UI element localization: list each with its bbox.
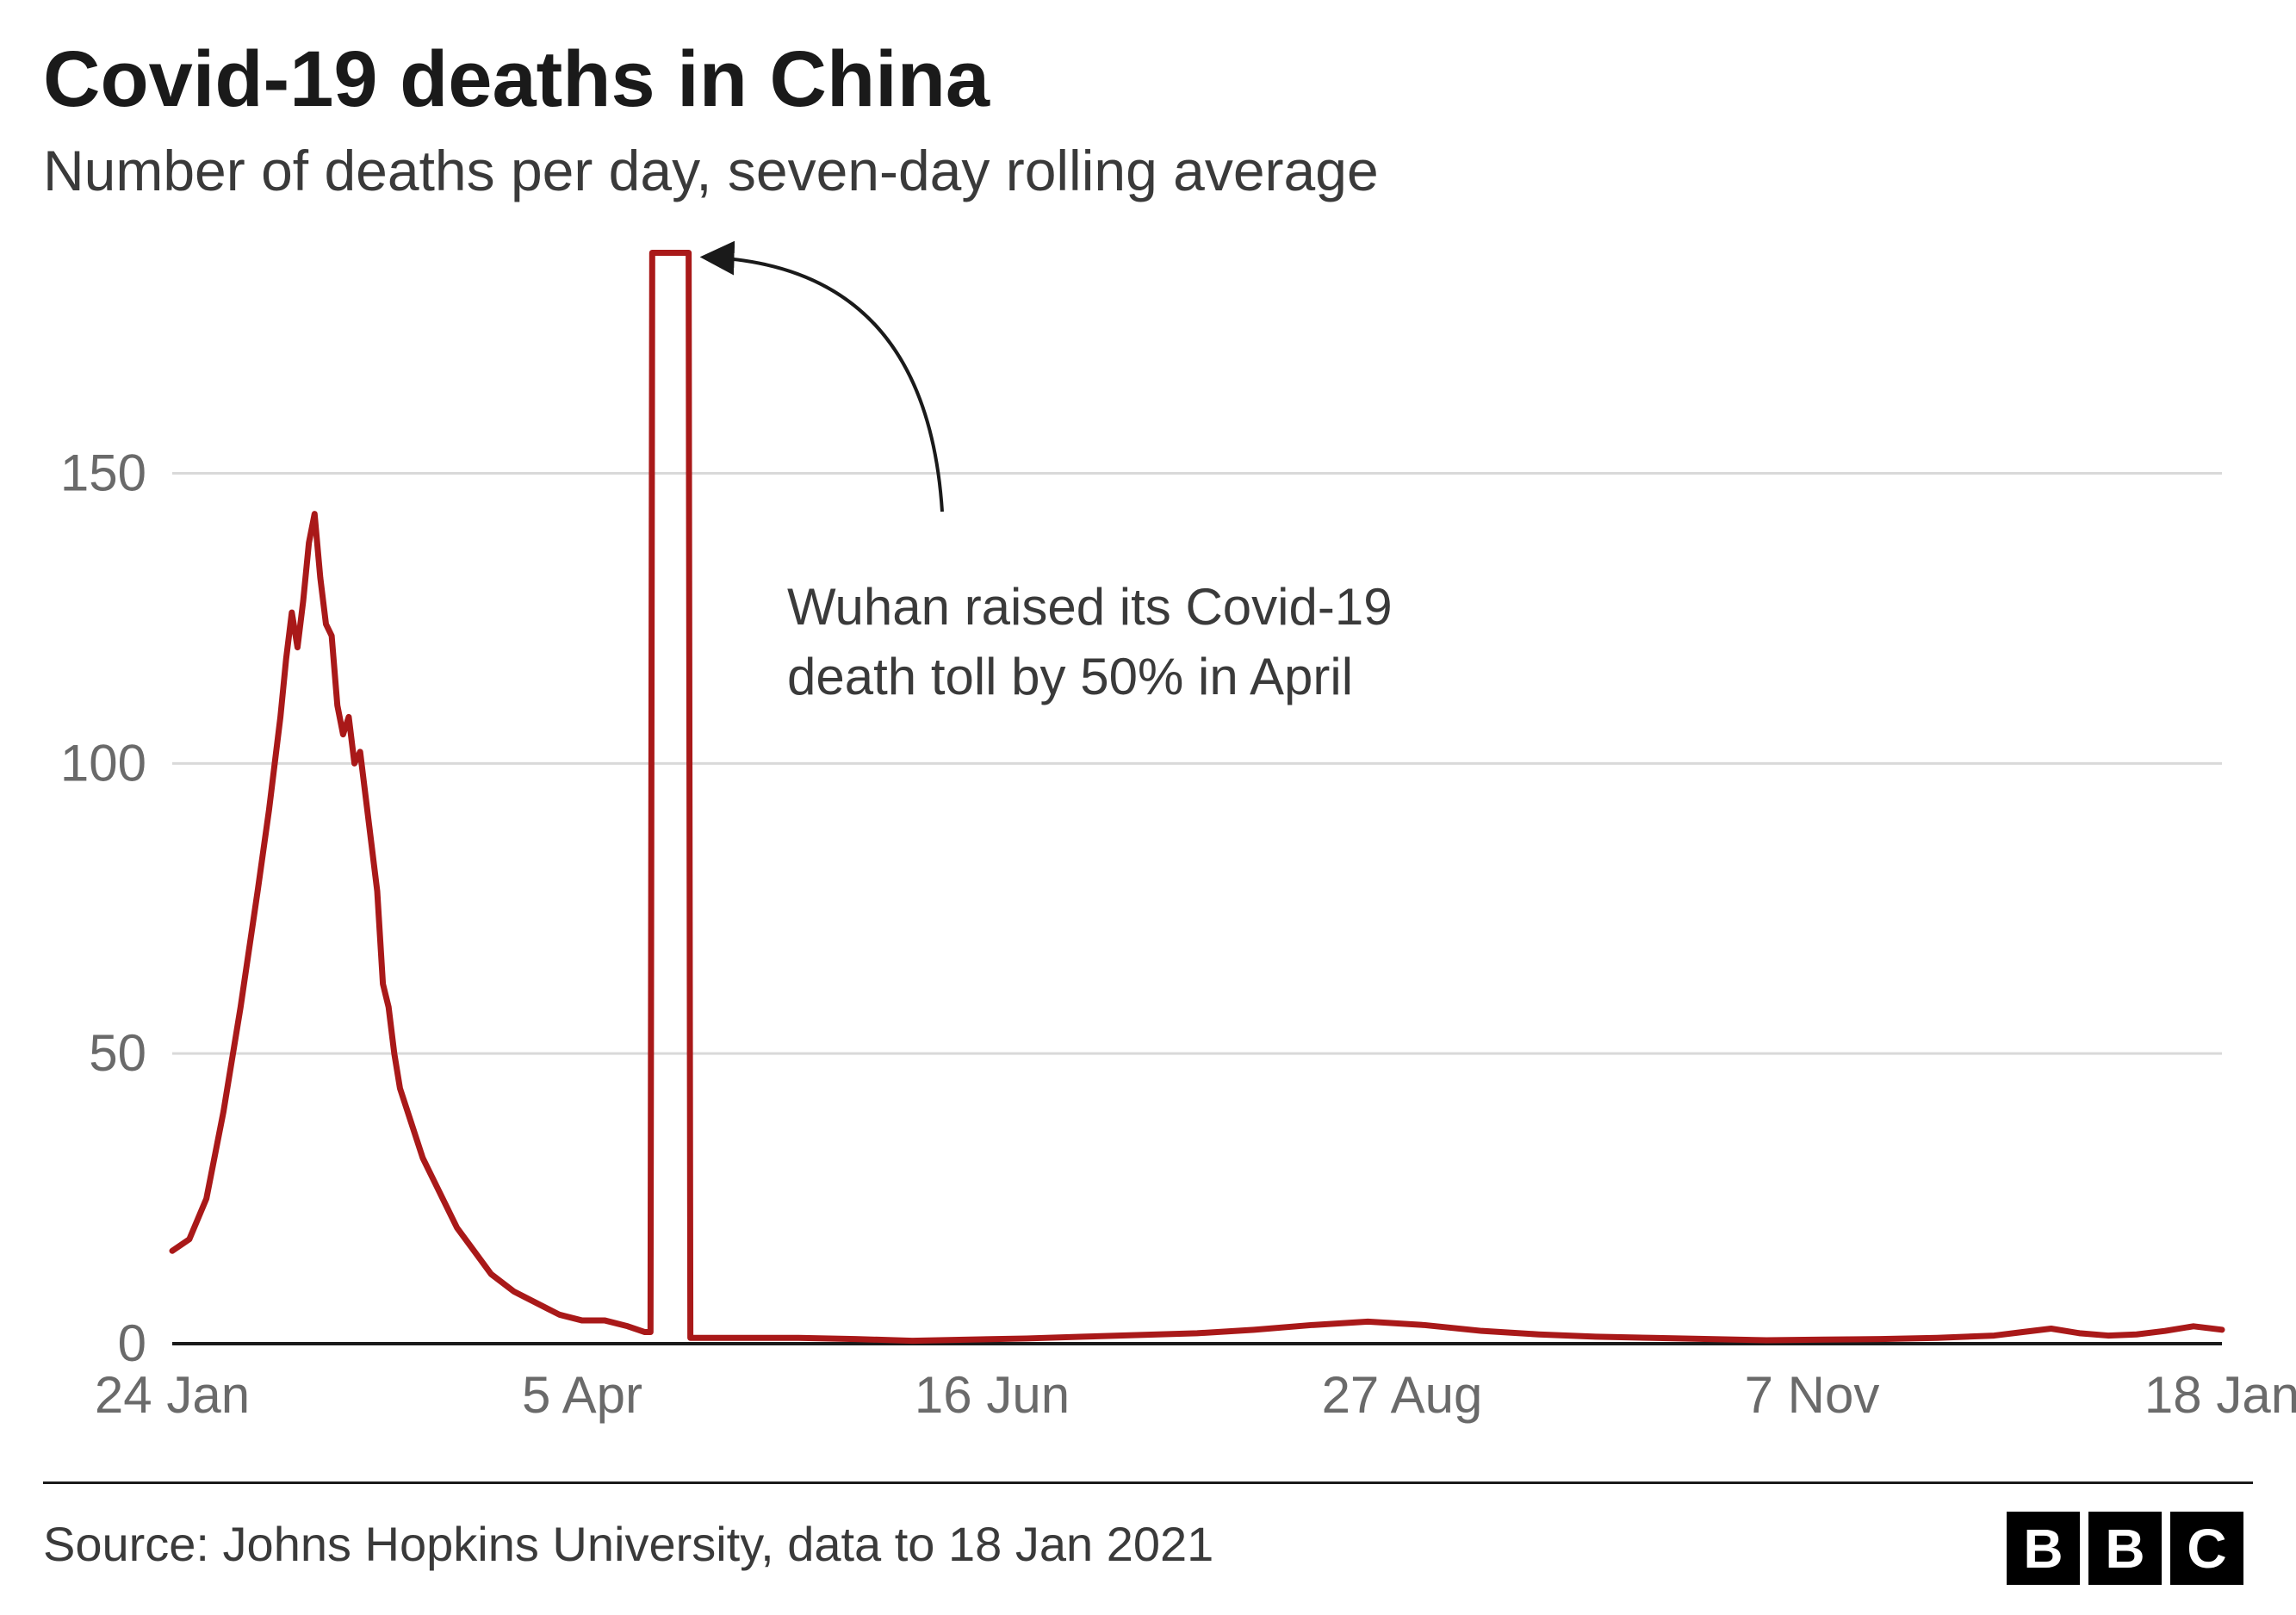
source-text: Source: Johns Hopkins University, data t… (43, 1516, 1213, 1572)
bbc-logo-box: B (2007, 1512, 2080, 1585)
bbc-logo-box: C (2170, 1512, 2243, 1585)
svg-text:24 Jan: 24 Jan (95, 1366, 250, 1424)
svg-text:7 Nov: 7 Nov (1745, 1366, 1880, 1424)
svg-text:5 Apr: 5 Apr (522, 1366, 642, 1424)
svg-text:100: 100 (60, 734, 146, 792)
annotation-text: Wuhan raised its Covid-19death toll by 5… (787, 572, 1393, 711)
bbc-logo-box: B (2088, 1512, 2162, 1585)
chart-container: Covid-19 deaths in China Number of death… (0, 0, 2296, 1615)
svg-text:150: 150 (60, 444, 146, 501)
svg-text:18 Jan: 18 Jan (2144, 1366, 2296, 1424)
annotation-line: death toll by 50% in April (787, 642, 1393, 711)
svg-text:16 Jun: 16 Jun (915, 1366, 1070, 1424)
plot-svg: 0 50 100 150 24 Jan 5 Apr 16 Jun 27 Aug 7 Nov 18 … (0, 0, 2296, 1615)
svg-text:50: 50 (89, 1024, 146, 1082)
svg-text:27 Aug: 27 Aug (1322, 1366, 1483, 1424)
annotation-line: Wuhan raised its Covid-19 (787, 572, 1393, 642)
footer-rule (43, 1481, 2253, 1484)
bbc-logo: BBC (2007, 1512, 2243, 1585)
svg-text:0: 0 (118, 1314, 146, 1372)
